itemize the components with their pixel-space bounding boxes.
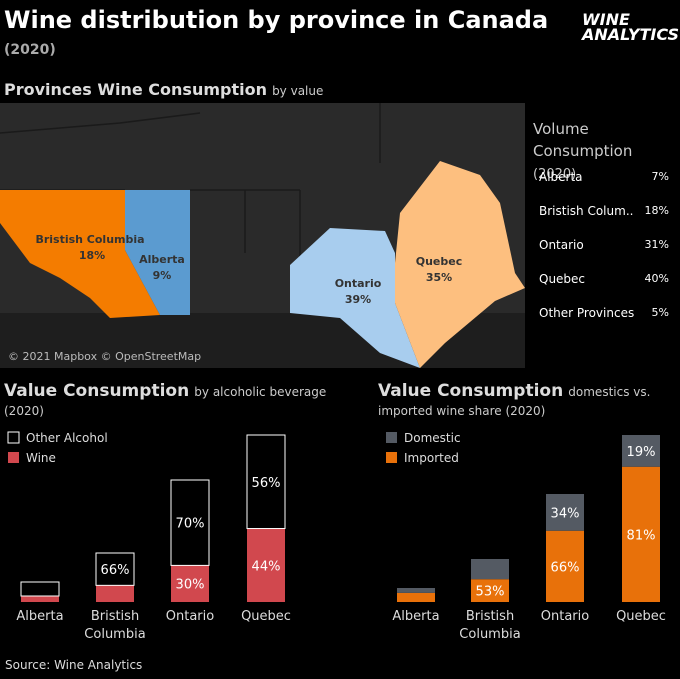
region-value: 35% <box>426 271 452 284</box>
legend-label: Wine <box>26 451 56 465</box>
bar-segment <box>471 559 509 580</box>
bar-segment <box>397 592 435 602</box>
bar-segment <box>247 528 285 602</box>
region-alberta <box>125 190 190 315</box>
logo-text: ANALYTICS <box>582 25 680 44</box>
row-name: Other Provinces <box>539 306 635 320</box>
bar-segment <box>546 494 584 531</box>
table-row: Bristish Colum.. 18% <box>539 204 669 238</box>
region-name: Alberta <box>139 253 185 266</box>
data-label: 53% <box>476 585 505 600</box>
bar-segment <box>96 585 134 602</box>
data-label: 34% <box>551 506 580 521</box>
bar-segment <box>20 581 60 597</box>
logo-text: WINE <box>582 10 630 29</box>
table-note: (2020) <box>533 167 577 182</box>
chart-subtitle: domestics vs. imported wine share (2020) <box>378 385 651 418</box>
row-name: Bristish Colum.. <box>539 204 634 218</box>
x-tick-label: Quebec <box>616 609 666 624</box>
source: Source: Wine Analytics <box>5 658 143 672</box>
data-label: 19% <box>627 445 656 460</box>
map-credit: © 2021 Mapbox © OpenStreetMap <box>8 350 201 363</box>
row-value: 18% <box>644 204 669 217</box>
chart-title: Value Consumption <box>4 381 190 401</box>
bar-segment <box>95 552 135 586</box>
data-label: 66% <box>551 560 580 575</box>
legend-swatch <box>386 452 397 463</box>
region-value: 9% <box>153 269 172 282</box>
x-tick-label: Ontario <box>541 609 589 624</box>
bar-segment <box>471 579 509 602</box>
region-value: 18% <box>79 249 105 262</box>
table-row: Alberta 7% <box>539 170 669 204</box>
x-tick-label: Bristish Columbia <box>459 609 520 642</box>
map-note: by value <box>272 84 324 98</box>
map-title: Provinces Wine Consumption <box>4 80 267 99</box>
bar-segment <box>622 435 660 467</box>
region-name: Ontario <box>335 277 382 290</box>
data-label: 30% <box>176 578 205 593</box>
x-tick-label: Alberta <box>392 609 439 624</box>
x-tick-label: Quebec <box>241 609 291 624</box>
legend-label: Domestic <box>404 431 461 445</box>
bar-segment <box>397 588 435 593</box>
bar-segment <box>546 530 584 602</box>
bar-segment <box>171 565 209 602</box>
row-value: 40% <box>644 272 669 285</box>
legend-swatch <box>8 452 19 463</box>
data-label: 44% <box>252 559 281 574</box>
bar-segment <box>246 434 286 530</box>
legend-swatch <box>7 431 20 444</box>
data-label: 66% <box>101 563 130 578</box>
data-label: 70% <box>176 517 205 532</box>
row-name: Quebec <box>539 272 586 286</box>
table-title: Volume Consumption (2020) <box>533 118 678 186</box>
region-ontario <box>290 228 420 368</box>
region-bc <box>0 190 160 318</box>
row-value: 31% <box>644 238 669 251</box>
title: Wine distribution by province in Canada <box>4 6 549 34</box>
table-row: Ontario 31% <box>539 238 669 272</box>
border-lines <box>0 103 381 263</box>
subtitle: (2020) <box>4 42 56 58</box>
x-tick-label: Alberta <box>16 609 63 624</box>
bar-segment <box>622 466 660 602</box>
data-label: 81% <box>627 528 656 543</box>
row-value: 5% <box>651 306 669 319</box>
legend-label: Other Alcohol <box>26 431 108 445</box>
bar-segment <box>21 596 59 602</box>
table-title-text: Volume Consumption <box>533 120 633 160</box>
x-tick-label: Bristish Columbia <box>84 609 145 642</box>
region-value: 39% <box>345 293 371 306</box>
chart-title: Value Consumption <box>378 381 564 401</box>
borders <box>0 103 381 263</box>
table-row: Other Provinces 5% <box>539 306 669 340</box>
legend-swatch <box>386 432 397 443</box>
volume-table: Alberta 7% Bristish Colum.. 18% Ontario 31% Qu… <box>539 170 669 340</box>
region-name: Quebec <box>416 255 463 268</box>
map: Bristish Columbia 18% Alberta 9% Ontario… <box>0 103 525 368</box>
logo: WINE ANALYTICS <box>582 10 680 44</box>
x-tick-label: Ontario <box>166 609 214 624</box>
region-quebec <box>395 161 525 368</box>
row-name: Alberta <box>539 170 583 184</box>
region-name: Bristish Columbia <box>35 233 144 246</box>
legend-label: Imported <box>404 451 459 465</box>
chart-subtitle: by alcoholic beverage (2020) <box>4 385 327 418</box>
row-name: Ontario <box>539 238 584 252</box>
row-value: 7% <box>651 170 669 183</box>
data-label: 56% <box>252 476 281 491</box>
bar-segment <box>170 479 210 566</box>
table-row: Quebec 40% <box>539 272 669 306</box>
